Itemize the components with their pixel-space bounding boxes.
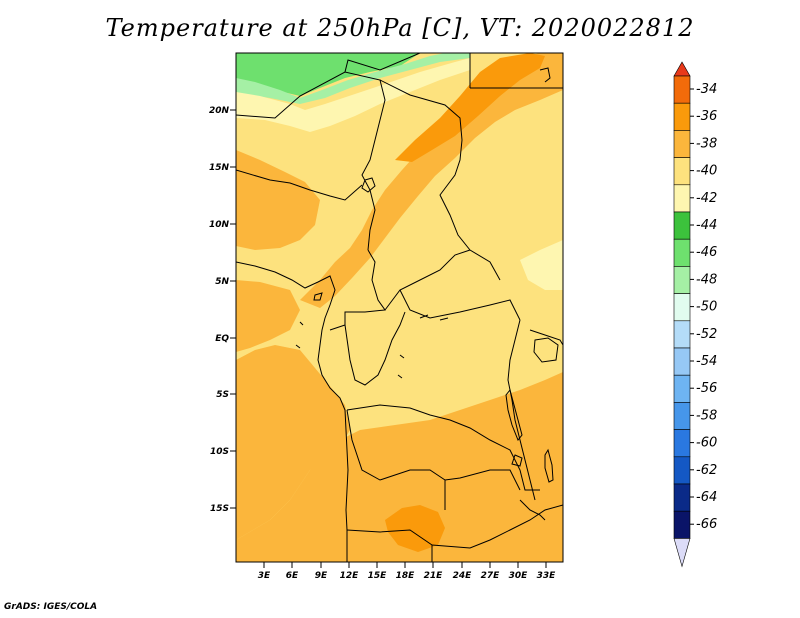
field-orange-band (300, 53, 563, 308)
colorbar-swatch (673, 102, 691, 131)
lon-tick-label: 21E (424, 571, 444, 581)
colorbar-label: -62 (696, 463, 717, 478)
colorbar-swatch (673, 483, 691, 512)
colorbar-label: -56 (696, 381, 717, 396)
colorbar-bottom-triangle (673, 538, 691, 568)
colorbar-swatch (673, 456, 691, 485)
field-southwest-orange (236, 345, 350, 540)
border-zambia (444, 469, 521, 491)
river-congo-marks (397, 314, 449, 379)
lon-tick-label: 3E (258, 571, 271, 581)
colorbar-top-triangle (673, 61, 691, 77)
east-coast (519, 67, 551, 521)
border-car (384, 249, 471, 311)
colorbar-label: -64 (696, 490, 717, 505)
colorbar-label: -42 (696, 191, 717, 206)
lake-kariba (511, 454, 523, 467)
colorbar-swatch (673, 347, 691, 376)
lat-tick-label: EQ (215, 334, 229, 344)
colorbar-swatch (673, 429, 691, 458)
lake-tanganyika (505, 388, 523, 441)
colorbar-label: -34 (696, 82, 717, 97)
field-south-orange (236, 372, 563, 562)
border-sahara (236, 71, 386, 251)
field-green-north (236, 53, 420, 96)
field-deep-orange-band (395, 53, 545, 162)
colorbar-swatch (673, 374, 691, 403)
lat-tick-label: 10S (210, 447, 229, 457)
colorbar-label: -66 (696, 517, 717, 532)
lat-tick-label: 15N (209, 163, 230, 173)
colorbar-swatch (673, 130, 691, 158)
colorbar-label: -38 (696, 136, 717, 151)
lake-chad (361, 177, 376, 193)
colorbar-label: -50 (696, 300, 717, 315)
colorbar-swatch (673, 75, 691, 104)
lon-tick-label: 33E (537, 571, 557, 581)
colorbar: -34 -36 -38 -40 -42 -44 -46 -48 -50 -52 -54 -56 -58 -… (673, 61, 717, 568)
plot-frame (235, 52, 564, 563)
field-pale-north (236, 58, 470, 132)
lon-tick-label: 12E (340, 571, 360, 581)
lon-tick-label: 15E (368, 571, 388, 581)
border-namibia (346, 529, 433, 562)
colorbar-label: -58 (696, 408, 717, 423)
border-east-lakes (507, 319, 536, 501)
colorbar-label: -52 (696, 327, 717, 342)
lat-tick-label: 15S (210, 504, 229, 514)
lat-tick-label: 5N (215, 277, 229, 287)
colorbar-swatch (673, 211, 691, 240)
longitude-axis: 3E 6E 9E 12E 15E 18E 21E 24E 27E 30E 33E (258, 562, 556, 581)
colorbar-label: -60 (696, 436, 717, 451)
colorbar-swatch (673, 510, 691, 539)
coastline-west (236, 261, 349, 562)
latitude-axis: 20N 15N 10N 5N EQ 5S 10S 15S (209, 106, 236, 514)
border-angola (346, 409, 446, 510)
lon-tick-label: 24E (453, 571, 473, 581)
border-central-west (236, 169, 363, 201)
colorbar-swatch (673, 157, 691, 186)
lat-tick-label: 20N (209, 106, 230, 116)
field-green-light-north (236, 53, 470, 104)
colorbar-swatch (673, 266, 691, 294)
border-north-east (344, 53, 421, 73)
colorbar-swatch (673, 238, 691, 267)
lon-tick-label: 6E (286, 571, 299, 581)
coast-islands (295, 292, 323, 349)
border-drc-north (399, 289, 521, 321)
field-south-deep-orange (385, 505, 445, 552)
map-title: Temperature at 250hPa [C], VT: 202002281… (105, 14, 695, 42)
field-east-pale (520, 240, 563, 290)
field-layer (236, 53, 563, 562)
field-west-coast-orange (236, 280, 300, 352)
border-congo (344, 311, 406, 386)
colorbar-label: -44 (696, 218, 717, 233)
border-tanzania (529, 329, 563, 346)
colorbar-label: -46 (696, 245, 717, 260)
lat-tick-label: 5S (216, 390, 229, 400)
colorbar-swatch (673, 402, 691, 430)
borders-layer (236, 53, 563, 562)
lon-tick-label: 27E (481, 571, 501, 581)
lake-victoria (533, 337, 559, 363)
lat-tick-label: 10N (209, 220, 230, 230)
colorbar-swatch (673, 293, 691, 322)
footer-credit: GrADS: IGES/COLA (4, 602, 98, 612)
colorbar-label: -48 (696, 272, 717, 287)
lon-tick-label: 18E (396, 571, 416, 581)
lon-tick-label: 9E (315, 571, 328, 581)
lon-tick-label: 30E (509, 571, 529, 581)
lake-malawi (544, 448, 554, 483)
colorbar-label: -36 (696, 109, 717, 124)
colorbar-label: -40 (696, 164, 717, 179)
border-drc-south (346, 404, 540, 491)
colorbar-label: -54 (696, 354, 717, 369)
border-botswana (431, 504, 563, 549)
colorbar-swatch (673, 320, 691, 349)
colorbar-swatch (673, 184, 691, 213)
field-west-orange (236, 150, 320, 250)
